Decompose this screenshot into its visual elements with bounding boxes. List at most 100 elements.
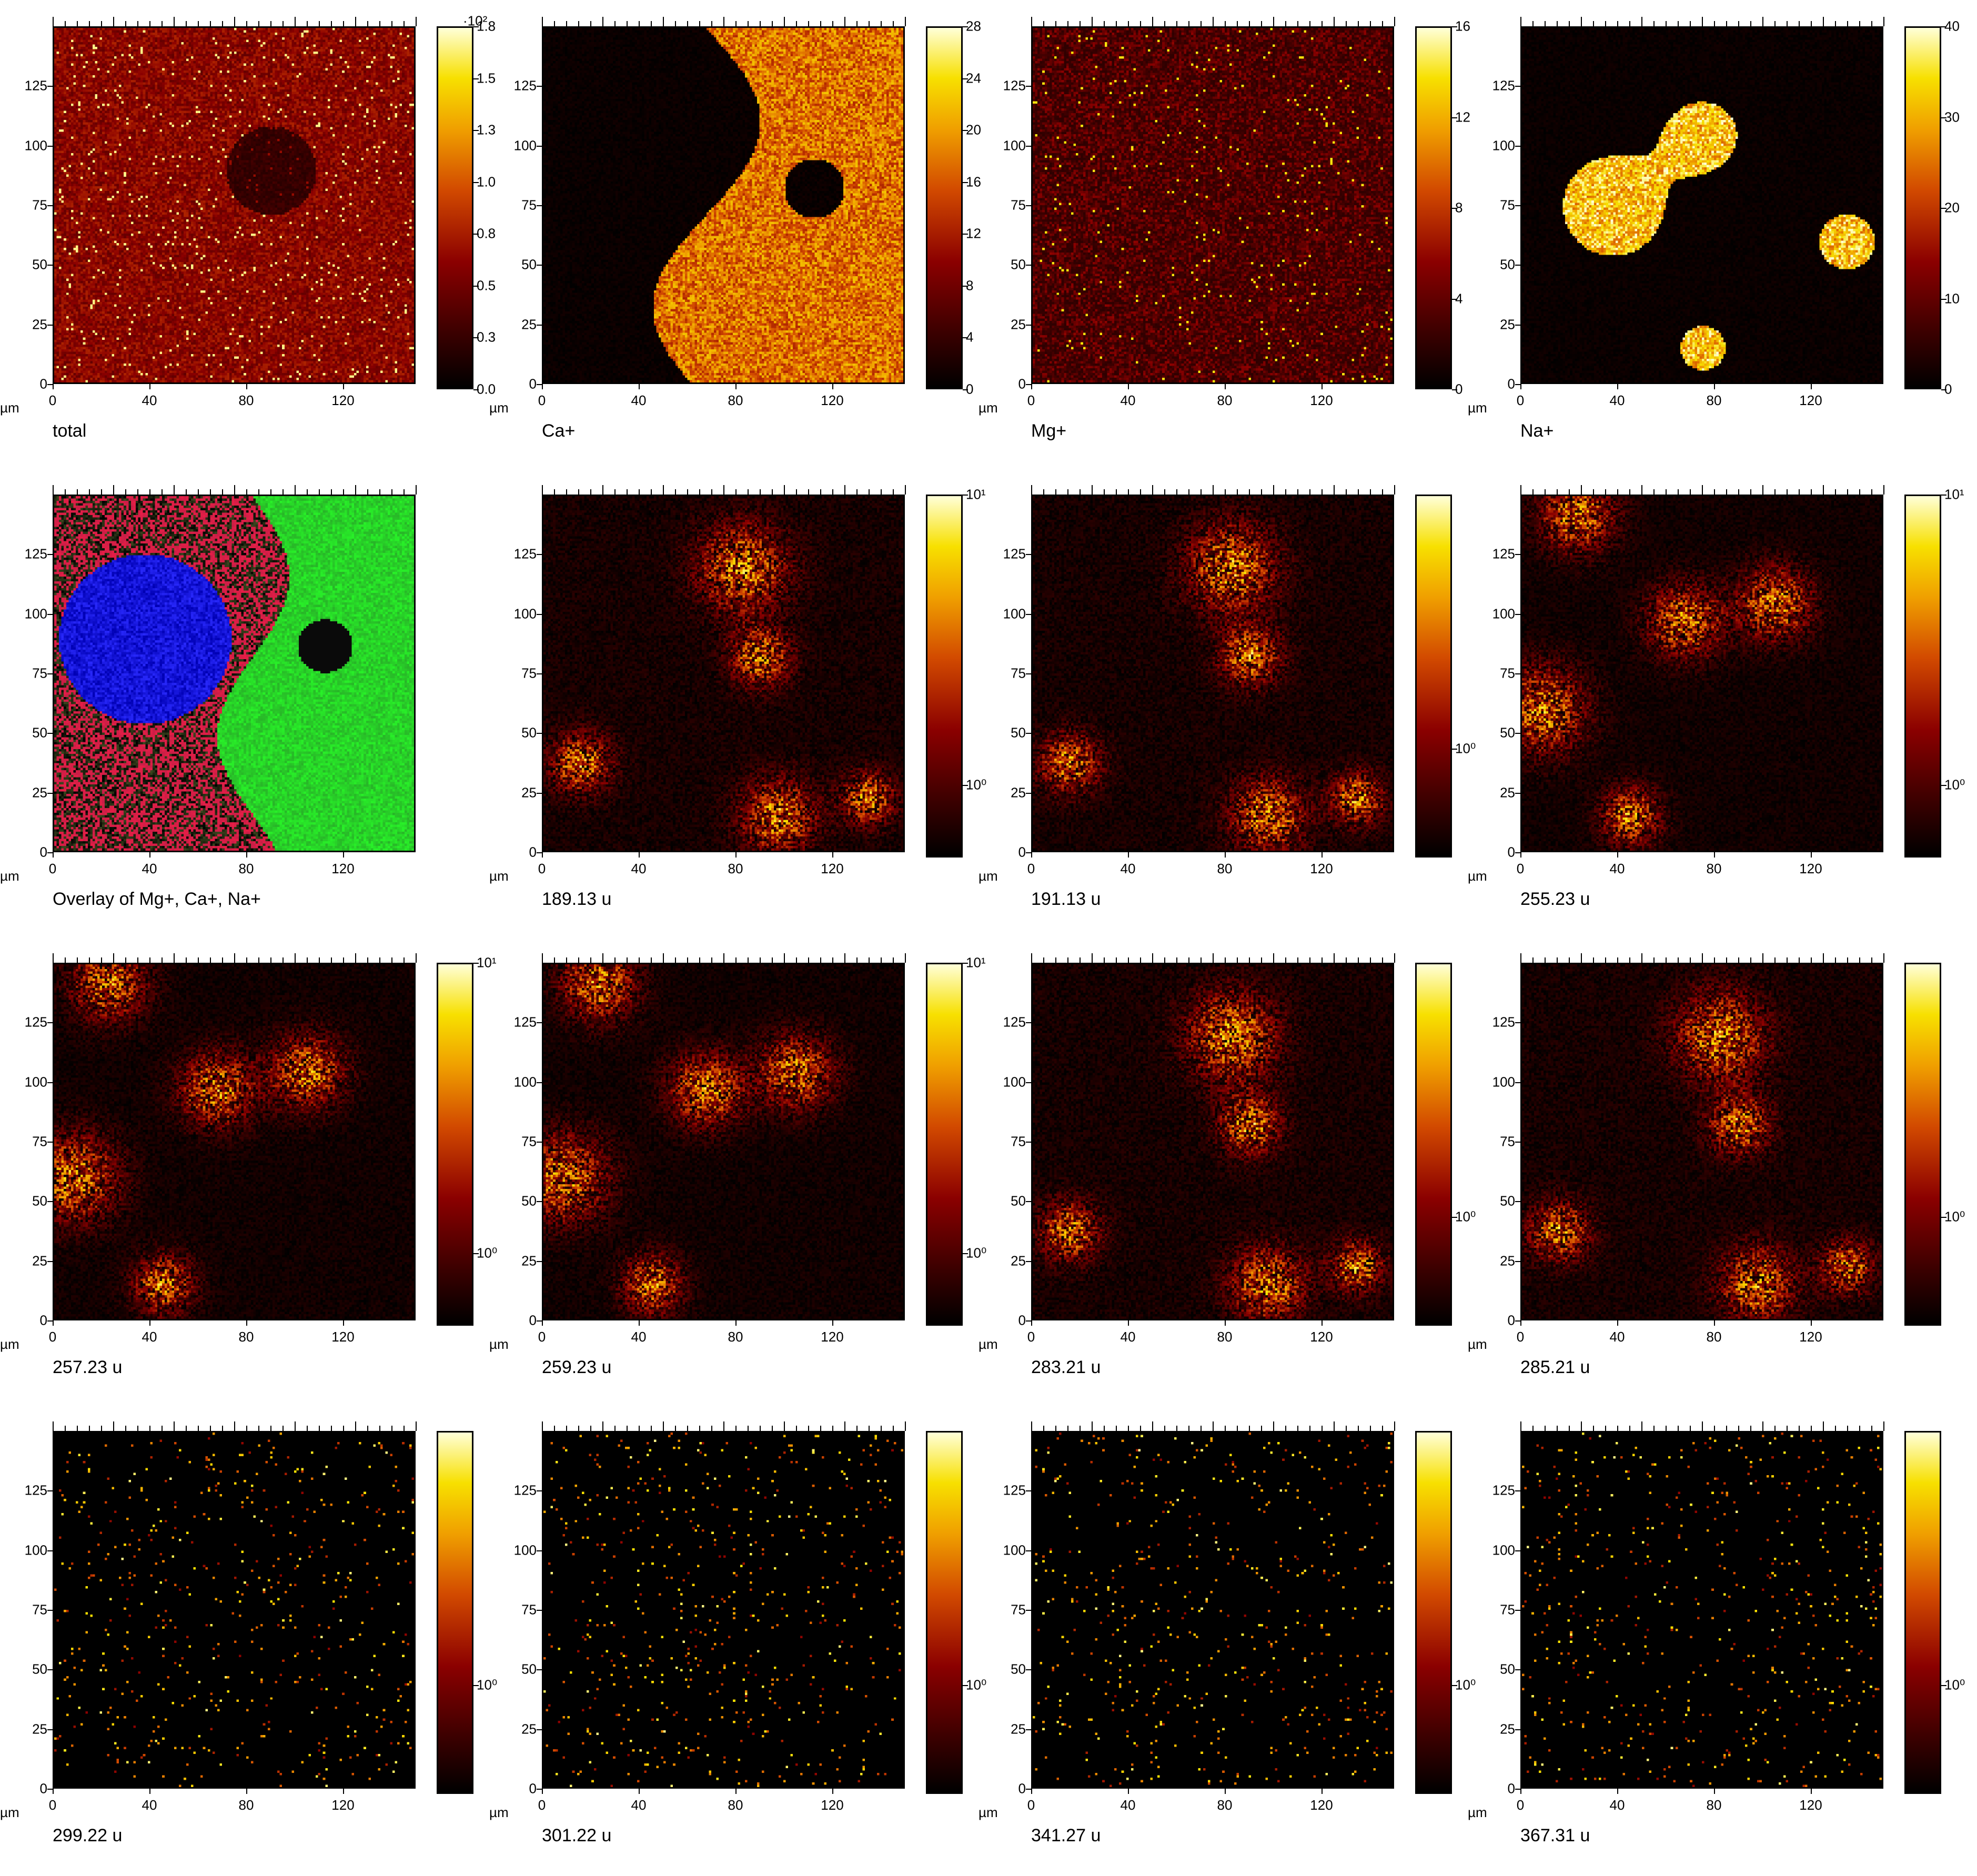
x-tick-label: 120 bbox=[331, 861, 355, 876]
x-tick-label: 40 bbox=[1609, 1797, 1625, 1813]
top-axis-ticks bbox=[1520, 1420, 1884, 1431]
ion-map-canvas bbox=[1522, 28, 1882, 382]
y-tick-label: 125 bbox=[513, 77, 537, 94]
y-tick-mark bbox=[537, 265, 542, 266]
y-tick-label: 100 bbox=[513, 137, 537, 154]
y-tick-mark bbox=[1515, 265, 1520, 266]
ion-map-canvas bbox=[543, 28, 903, 382]
y-tick-label: 125 bbox=[513, 1014, 537, 1030]
panel-caption: Mg+ bbox=[1031, 421, 1067, 441]
y-tick-mark bbox=[1515, 1610, 1520, 1611]
y-tick-mark bbox=[1515, 613, 1520, 615]
y-tick-label: 25 bbox=[1011, 1721, 1026, 1737]
y-tick-label: 25 bbox=[521, 784, 537, 801]
colorbar-tick-mark bbox=[1941, 208, 1946, 209]
y-tick-mark bbox=[537, 613, 542, 615]
x-tick-mark bbox=[246, 1320, 247, 1326]
y-tick-label: 125 bbox=[1492, 546, 1515, 562]
y-tick-label: 75 bbox=[521, 665, 537, 681]
colorbar-tick-label: 1.5 bbox=[477, 70, 496, 86]
colorbar bbox=[1904, 963, 1941, 1326]
y-tick-label: 25 bbox=[1011, 316, 1026, 332]
x-tick-label: 40 bbox=[142, 1797, 157, 1813]
y-tick-mark bbox=[1515, 1201, 1520, 1203]
colorbar-tick-mark bbox=[1452, 26, 1457, 27]
x-tick-label: 40 bbox=[1120, 1797, 1136, 1813]
colorbar-exponent: ·10² bbox=[463, 13, 488, 29]
ion-map-canvas bbox=[1522, 1433, 1882, 1787]
x-tick-mark bbox=[149, 1789, 150, 1794]
y-tick-label: 125 bbox=[1003, 1014, 1026, 1030]
colorbar-tick-label: 0.3 bbox=[477, 329, 496, 345]
axis-unit-label: µm bbox=[0, 400, 19, 416]
y-tick-mark bbox=[537, 1082, 542, 1083]
ion-map bbox=[1520, 26, 1883, 384]
y-tick-label: 0 bbox=[39, 376, 47, 392]
x-tick-mark bbox=[1031, 1789, 1032, 1794]
y-tick-mark bbox=[537, 1789, 542, 1790]
ion-map bbox=[1031, 26, 1394, 384]
x-tick-mark bbox=[735, 852, 737, 858]
y-tick-label: 0 bbox=[1507, 1312, 1515, 1328]
y-tick-label: 100 bbox=[24, 1542, 47, 1558]
y-tick-label: 0 bbox=[1018, 844, 1026, 860]
y-tick-mark bbox=[537, 1669, 542, 1671]
panel-caption: 299.22 u bbox=[53, 1825, 123, 1845]
ion-map-canvas bbox=[543, 964, 903, 1319]
y-tick-mark bbox=[1026, 673, 1031, 674]
axis-unit-label: µm bbox=[979, 400, 998, 416]
colorbar-tick-label: 10¹ bbox=[966, 486, 986, 502]
colorbar-tick-mark bbox=[963, 495, 968, 496]
colorbar bbox=[926, 1431, 963, 1794]
y-tick-mark bbox=[47, 1789, 53, 1790]
y-tick-mark bbox=[47, 1320, 53, 1322]
colorbar-tick-label: 1.8 bbox=[477, 18, 496, 34]
colorbar-tick-mark bbox=[1941, 298, 1946, 300]
colorbar bbox=[926, 963, 963, 1326]
y-tick-mark bbox=[537, 1729, 542, 1730]
x-tick-mark bbox=[1031, 1320, 1032, 1326]
colorbar bbox=[1904, 26, 1941, 389]
ion-map-canvas bbox=[1033, 964, 1393, 1319]
top-axis-ticks bbox=[1031, 1420, 1395, 1431]
x-tick-label: 0 bbox=[1516, 1329, 1525, 1345]
y-tick-label: 0 bbox=[529, 1312, 537, 1328]
y-tick-mark bbox=[537, 1490, 542, 1492]
axis-unit-label: µm bbox=[489, 400, 509, 416]
y-tick-mark bbox=[47, 554, 53, 556]
colorbar-tick-label: 10⁰ bbox=[966, 1245, 987, 1261]
colorbar-tick-mark bbox=[963, 130, 968, 132]
colorbar-tick-mark bbox=[1452, 389, 1457, 390]
y-tick-mark bbox=[1515, 1550, 1520, 1551]
colorbar-tick-label: 1.0 bbox=[477, 174, 496, 190]
x-tick-label: 120 bbox=[331, 392, 355, 408]
panel-caption: Overlay of Mg+, Ca+, Na+ bbox=[53, 889, 261, 909]
ion-map bbox=[542, 1431, 905, 1789]
x-tick-mark bbox=[1128, 1320, 1129, 1326]
colorbar-tick-label: 12 bbox=[1455, 109, 1470, 125]
y-tick-mark bbox=[47, 1729, 53, 1730]
panel-caption: 367.31 u bbox=[1520, 1825, 1590, 1845]
x-tick-label: 0 bbox=[538, 861, 546, 876]
x-tick-label: 80 bbox=[1706, 1797, 1722, 1813]
x-tick-label: 0 bbox=[538, 392, 546, 408]
ion-image-panel: 0 25 50 75 100 125 0 40 80 120 µm 301.22 u 10⁰ bbox=[489, 1405, 986, 1873]
y-tick-mark bbox=[1515, 1022, 1520, 1024]
colorbar-tick-label: 0 bbox=[1455, 381, 1463, 397]
colorbar-tick-mark bbox=[1452, 1217, 1457, 1218]
ion-map bbox=[53, 1431, 416, 1789]
y-tick-mark bbox=[1026, 554, 1031, 556]
ion-image-panel: 0 25 50 75 100 125 0 40 80 120 µm 285.21 u 10⁰ bbox=[1468, 936, 1965, 1405]
top-axis-ticks bbox=[53, 16, 417, 26]
colorbar-tick-label: 12 bbox=[966, 225, 981, 241]
y-tick-label: 25 bbox=[1011, 1253, 1026, 1269]
x-tick-label: 120 bbox=[1799, 392, 1822, 408]
top-axis-ticks bbox=[1031, 16, 1395, 26]
y-tick-label: 125 bbox=[1492, 1014, 1515, 1030]
y-tick-mark bbox=[1026, 733, 1031, 734]
x-tick-label: 80 bbox=[238, 392, 254, 408]
x-tick-label: 120 bbox=[821, 392, 844, 408]
x-tick-mark bbox=[735, 1789, 737, 1794]
y-tick-label: 100 bbox=[1492, 1542, 1515, 1558]
y-tick-mark bbox=[47, 145, 53, 147]
